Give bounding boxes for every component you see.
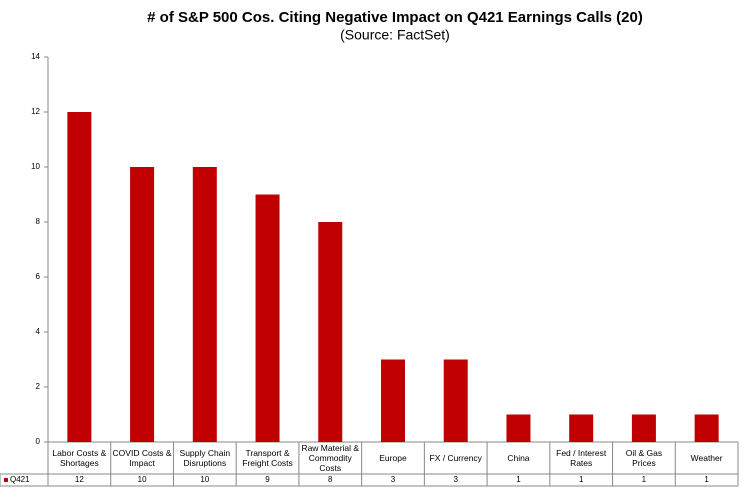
x-tick-label: FX / Currency — [429, 453, 482, 463]
y-tick-label: 0 — [36, 437, 41, 446]
y-tick-label: 2 — [36, 382, 41, 391]
bar — [255, 194, 280, 442]
bar — [381, 359, 405, 442]
x-tick-label: Oil & Gas Prices — [625, 448, 663, 468]
table-value: 12 — [74, 475, 84, 484]
x-tick-label: Weather — [690, 453, 723, 463]
legend-label: Q421 — [10, 475, 30, 484]
table-value: 1 — [578, 475, 584, 484]
bar — [569, 414, 594, 442]
bar — [67, 112, 92, 442]
y-tick-label: 10 — [31, 162, 40, 171]
table-value: 10 — [200, 475, 210, 484]
table-value: 3 — [453, 475, 458, 484]
chart-title: # of S&P 500 Cos. Citing Negative Impact… — [147, 9, 643, 26]
table-value: 10 — [137, 475, 147, 484]
legend-key — [4, 478, 8, 482]
x-tick-label: Raw Material & Commodity Costs — [301, 443, 360, 473]
bar — [443, 359, 468, 442]
x-tick-label: Transport & Freight Costs — [242, 448, 293, 468]
table-value: 1 — [641, 475, 647, 484]
y-tick-label: 6 — [36, 272, 41, 281]
bar — [130, 167, 155, 442]
table-value: 1 — [704, 475, 709, 484]
y-tick-label: 4 — [36, 327, 41, 336]
bar — [631, 414, 656, 442]
table-value: 3 — [390, 475, 396, 484]
x-tick-label: China — [507, 453, 530, 463]
bar — [506, 414, 531, 442]
chart-subtitle: (Source: FactSet) — [340, 27, 450, 43]
y-tick-label: 12 — [31, 107, 40, 116]
x-tick-label: Labor Costs & Shortages — [52, 448, 107, 468]
table-value: 8 — [328, 475, 333, 484]
table-value: 9 — [265, 475, 270, 484]
y-tick-label: 8 — [36, 217, 41, 226]
table-value: 1 — [516, 475, 521, 484]
x-tick-label: Fed / Interest Rates — [556, 448, 607, 468]
x-tick-label: COVID Costs & Impact — [112, 448, 172, 468]
x-tick-label: Supply Chain Disruptions — [179, 448, 231, 468]
bar — [694, 414, 719, 442]
bar — [192, 167, 217, 442]
y-tick-label: 14 — [31, 52, 40, 61]
bar — [318, 222, 343, 442]
x-tick-label: Europe — [379, 453, 407, 463]
